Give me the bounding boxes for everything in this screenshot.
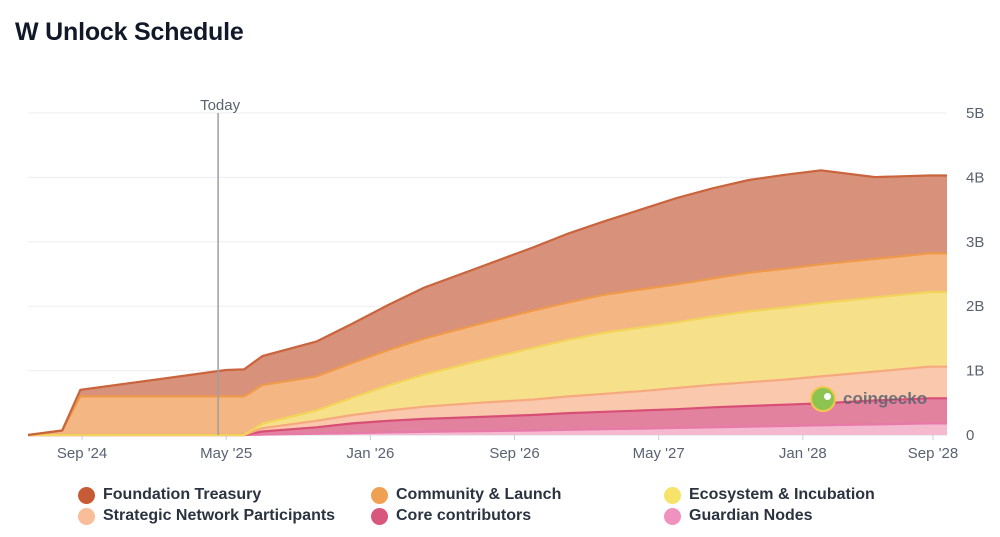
x-tick-label: Sep '24	[57, 445, 107, 462]
x-tick-label: Sep '28	[908, 445, 958, 462]
legend-swatch	[371, 486, 388, 504]
legend-label: Guardian Nodes	[689, 507, 813, 524]
y-tick-label: 4B	[966, 169, 984, 186]
today-label: Today	[200, 97, 241, 114]
watermark-text: coingecko	[843, 389, 928, 408]
area-foundation-treasury	[28, 170, 947, 436]
legend-item-community-launch[interactable]: Community & Launch	[371, 485, 561, 505]
coingecko-watermark: coingecko	[810, 386, 927, 412]
series-lines	[27, 169, 947, 437]
y-tick-label: 0	[966, 427, 974, 444]
legend-item-ecosystem-incubation[interactable]: Ecosystem & Incubation	[664, 485, 875, 505]
legend-swatch	[78, 486, 95, 504]
area-ecosystem-incubation	[28, 292, 947, 435]
legend-swatch	[664, 486, 681, 504]
line-community-launch	[27, 252, 947, 437]
legend-label: Ecosystem & Incubation	[689, 486, 875, 503]
line-foundation-treasury	[27, 169, 947, 437]
chart-title: W Unlock Schedule	[15, 18, 244, 46]
y-tick-label: 1B	[966, 363, 984, 380]
x-tick-label: Jan '26	[346, 445, 394, 462]
y-tick-label: 3B	[966, 234, 984, 251]
legend-item-foundation-treasury[interactable]: Foundation Treasury	[78, 485, 261, 505]
x-tick-label: May '27	[633, 445, 685, 462]
area-guardian-nodes	[28, 423, 947, 435]
line-ecosystem-incubation	[28, 290, 947, 437]
legend-swatch	[371, 507, 388, 525]
legend-label: Community & Launch	[396, 486, 562, 503]
stacked-areas	[28, 170, 947, 436]
x-tick-label: May '25	[200, 445, 252, 462]
legend-item-strategic-network-participants[interactable]: Strategic Network Participants	[78, 506, 335, 526]
legend-item-guardian-nodes[interactable]: Guardian Nodes	[664, 506, 813, 526]
legend-swatch	[664, 507, 681, 525]
x-tick-label: Sep '26	[489, 445, 539, 462]
y-axis-ticks: 0 1B 2B 3B 4B 5B	[966, 105, 984, 444]
legend-label: Foundation Treasury	[103, 486, 262, 503]
legend-label: Strategic Network Participants	[103, 507, 336, 524]
area-community-launch	[28, 253, 947, 435]
legend: Foundation Treasury Community & Launch Eco…	[78, 485, 978, 529]
legend-label: Core contributors	[396, 507, 532, 524]
y-tick-label: 2B	[966, 298, 984, 315]
coingecko-logo-icon	[810, 386, 836, 412]
x-axis-ticks: Sep '24 May '25 Jan '26 Sep '26 May '27 Jan '…	[57, 435, 958, 462]
x-tick-label: Jan '28	[779, 445, 827, 462]
legend-item-core-contributors[interactable]: Core contributors	[371, 506, 531, 526]
y-tick-label: 5B	[966, 105, 984, 122]
legend-swatch	[78, 507, 95, 525]
